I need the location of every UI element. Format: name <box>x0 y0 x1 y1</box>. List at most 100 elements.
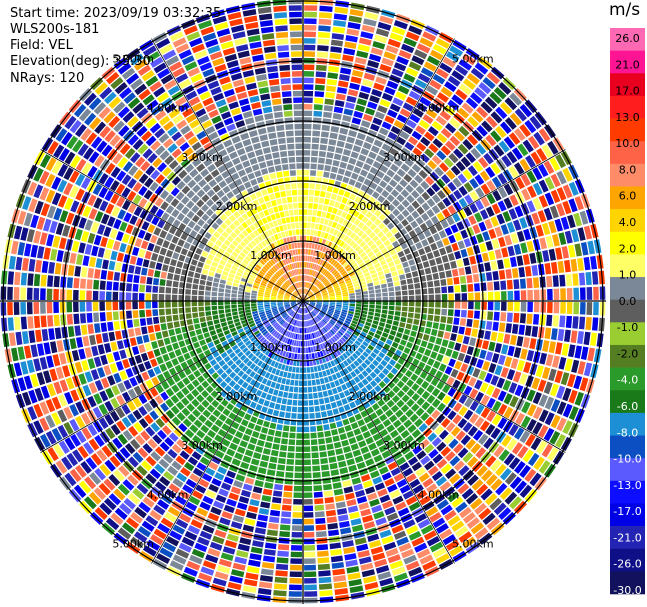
range-gate <box>176 180 186 190</box>
range-gate <box>150 451 161 462</box>
range-gate <box>555 433 567 448</box>
range-gate <box>323 111 333 119</box>
range-gate <box>122 479 135 491</box>
range-gate <box>341 197 348 204</box>
range-gate <box>39 154 51 169</box>
range-gate <box>366 262 373 268</box>
range-gate <box>344 332 351 338</box>
range-gate <box>208 483 219 493</box>
range-gate <box>311 137 320 144</box>
range-gate <box>490 375 499 386</box>
range-gate <box>303 498 313 505</box>
range-gate <box>436 402 446 412</box>
range-gate <box>488 363 497 374</box>
range-gate <box>270 360 276 367</box>
range-gate <box>51 192 62 206</box>
range-gate <box>88 491 102 505</box>
range-gate <box>466 517 480 529</box>
range-gate <box>255 332 262 338</box>
range-gate <box>82 384 92 397</box>
range-gate <box>242 585 257 593</box>
range-gate <box>266 311 272 315</box>
range-gate <box>102 259 109 270</box>
range-gate <box>322 342 327 349</box>
range-gate <box>416 43 431 54</box>
range-gate <box>334 393 341 401</box>
range-gate <box>307 282 310 289</box>
range-gate <box>368 539 382 549</box>
range-gate <box>196 507 209 517</box>
range-gate <box>481 469 493 482</box>
range-gate <box>432 517 446 529</box>
range-gate <box>345 559 358 567</box>
range-gate <box>351 333 358 340</box>
range-gate <box>428 143 439 154</box>
range-gate <box>277 544 290 551</box>
range-gate <box>264 364 270 371</box>
range-gate <box>338 338 345 345</box>
range-gate <box>58 352 67 365</box>
range-gate <box>498 354 506 366</box>
range-gate <box>304 591 318 597</box>
range-gate <box>311 311 316 316</box>
range-gate <box>215 268 223 275</box>
range-gate <box>344 170 352 178</box>
range-gate <box>470 522 485 535</box>
range-gate <box>316 296 322 299</box>
range-gate <box>346 395 354 403</box>
range-gate <box>315 517 326 524</box>
range-gate <box>314 352 318 359</box>
range-gate <box>305 255 308 262</box>
range-gate <box>323 302 329 304</box>
range-gate <box>199 456 210 466</box>
range-gate <box>290 379 295 386</box>
range-gate <box>69 170 80 184</box>
range-gate <box>208 414 217 423</box>
range-gate <box>395 223 404 231</box>
range-gate <box>333 244 339 251</box>
range-gate <box>358 334 366 340</box>
range-gate <box>207 341 215 349</box>
range-gate <box>257 298 263 301</box>
range-gate <box>324 333 330 340</box>
range-gate <box>325 85 337 93</box>
range-gate <box>191 141 202 151</box>
range-gate <box>552 275 559 287</box>
range-gate <box>117 382 127 393</box>
range-gate <box>426 198 436 208</box>
range-gate <box>352 343 359 349</box>
range-gate <box>544 192 555 206</box>
range-gate <box>393 435 403 444</box>
range-gate <box>268 387 274 395</box>
range-gate <box>69 338 77 350</box>
range-gate <box>366 172 375 181</box>
range-gate <box>87 267 95 279</box>
range-gate <box>389 248 397 256</box>
range-gate <box>311 339 315 346</box>
range-gate <box>196 404 206 413</box>
range-gate <box>360 313 367 318</box>
range-gate <box>441 339 449 348</box>
range-gate <box>87 424 98 437</box>
range-gate <box>305 307 309 313</box>
range-gate <box>405 272 412 279</box>
range-gate <box>272 289 278 293</box>
range-gate <box>295 459 303 466</box>
range-gate <box>45 414 56 429</box>
range-gate <box>350 322 357 328</box>
range-gate <box>448 358 456 368</box>
range-gate <box>247 280 254 285</box>
range-gate <box>303 202 308 209</box>
range-gate <box>241 365 249 372</box>
range-gate <box>441 208 451 218</box>
range-gate <box>334 588 349 596</box>
range-gate <box>350 232 357 239</box>
range-gate <box>152 285 159 293</box>
range-gate <box>84 371 94 383</box>
range-gate <box>211 334 219 341</box>
range-gate <box>162 453 174 464</box>
range-gate <box>418 423 428 433</box>
range-gate <box>348 157 357 165</box>
range-gate <box>439 110 452 121</box>
range-gate <box>277 390 284 397</box>
